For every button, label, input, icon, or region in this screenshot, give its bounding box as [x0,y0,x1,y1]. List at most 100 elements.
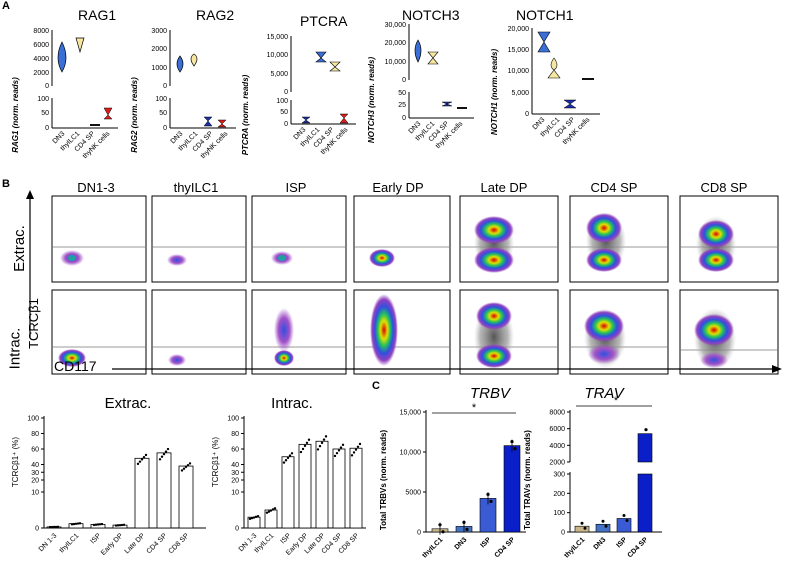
trav-bar [637,433,653,463]
flow-title-early-dp: Early DP [372,180,424,195]
trbv-point [462,520,466,524]
rag1-tick: 50 [41,110,49,117]
trav-cat: ISP [615,536,628,549]
trbv-cat: ISP [479,536,492,549]
rag2-tick: 3000 [151,28,167,35]
rag2-tick: 2000 [151,46,167,53]
ptcra-tick: 0 [284,121,288,128]
extrac-bar [178,465,194,529]
notch1-violin-dn3 [537,31,551,53]
intrac-tick: 40 [231,462,239,469]
notch3-violin-dn3 [414,39,422,63]
panel-label-c: C [372,380,380,392]
intrac-bar [349,447,363,529]
flow-plot-extrac-dn13 [51,195,147,283]
extrac-point [118,524,122,527]
trbv-bar [503,445,521,533]
trav-tick: 0 [561,530,565,537]
intrac-point [290,452,294,455]
ptcra-ylabel: PTCRA (norm. reads) [241,74,250,155]
ptcra-tick: 50 [280,109,288,116]
trav-tick: 200 [553,491,565,498]
notch3-violin-ilc1 [427,51,439,65]
trav-ylabel: Total TRAVs (norm. reads) [523,430,532,530]
trbv-point [465,527,469,531]
rag1-tick: 8000 [33,28,49,35]
notch3-ylabel: NOTCH3 (norm. reads) [367,57,376,144]
trav-title: TRAV [584,385,625,402]
ptcra-tick: 0 [284,89,288,96]
rag2-tick: 100 [155,96,167,103]
rag1-violin-cd4 [90,124,100,126]
trbv-point [486,492,490,496]
rag2-tick: 50 [159,110,167,117]
trav-point [583,526,587,530]
intrac-point [350,454,354,457]
notch1-tick: 0 [525,111,529,118]
trav-point [625,518,629,522]
rag2-violin-cd4 [203,116,213,127]
notch1-violin-cd4 [563,99,577,109]
extrac-point [142,455,146,459]
notch3-tick: 30,000 [385,22,407,29]
rag1-title: RAG1 [78,7,116,23]
ptcra-tick: 15,000 [267,34,289,41]
rag2-ylabel: RAG2 (norm. reads) [130,77,139,153]
rag1-tick: 4000 [33,56,49,63]
rag2-tick: 0 [163,83,167,90]
ptcra-plot: PTCRA PTCRA (norm. reads) 15,000 10,000 … [241,13,356,156]
bar-chart-extrac-title: Extrac. [105,395,152,412]
trbv-tick: 15,000 [400,410,422,417]
intrac-point [356,445,360,449]
trav-point [580,521,584,525]
bar-chart-trav: TRAV Total TRAVs (norm. reads) * 8000 600… [523,385,662,560]
trbv-significance: * [472,402,477,414]
ptcra-title: PTCRA [300,13,348,29]
rag2-violin-nk [217,119,227,128]
extrac-point [144,453,148,457]
rag1-violin-ilc1 [75,37,85,54]
intrac-point [307,438,311,441]
intrac-cat: ISP [279,532,292,545]
trav-point [644,428,648,432]
extrac-cat: Late DP [124,532,147,555]
extrac-point [50,525,54,529]
flow-plot-intrac-isp [251,289,347,375]
rag2-tick: 0 [163,125,167,132]
extrac-tick: 30 [31,470,39,477]
flow-title-cd8-sp: CD8 SP [700,180,748,195]
trbv-title: TRBV [470,385,512,402]
notch1-violin-ilc1 [547,57,561,79]
rag1-violin-nk [103,107,113,120]
intrac-point [339,446,343,449]
ptcra-tick: 5,000 [270,71,288,78]
extrac-point [160,455,164,458]
rag1-tick: 2000 [33,70,49,77]
trav-tick: 2000 [549,460,565,467]
notch1-tick: 20,000 [508,26,530,33]
notch1-violin-nk [582,78,594,80]
intrac-point [333,454,337,458]
rag1-violin-dn3 [57,41,67,73]
rag1-tick: 100 [37,96,49,103]
intrac-point [286,456,290,460]
intrac-point [265,511,269,514]
extrac-point [182,467,186,470]
trbv-cat: DN3 [454,536,469,551]
flow-row-intrac [51,289,779,375]
x-axis-arrow [112,365,782,373]
rag1-tick: 0 [45,125,49,132]
trbv-tick: 0 [417,530,421,537]
intrac-tick: 100 [227,416,239,423]
trbv-tick: 5000 [405,490,421,497]
extrac-point [180,469,184,472]
intrac-tick: 80 [231,431,239,438]
bar-chart-trbv: TRBV Total TRBVs (norm. reads) * 15,000 1… [379,385,526,560]
intrac-point [273,507,277,510]
trav-bar [595,523,611,533]
rag2-plot: RAG2 RAG2 (norm. reads) 3000 2000 1000 0… [130,7,236,160]
extrac-point [78,522,82,525]
flow-plot-extrac-cd4-sp [569,195,669,283]
notch3-tick: 50 [398,90,406,97]
extrac-tick: 20 [31,478,39,485]
